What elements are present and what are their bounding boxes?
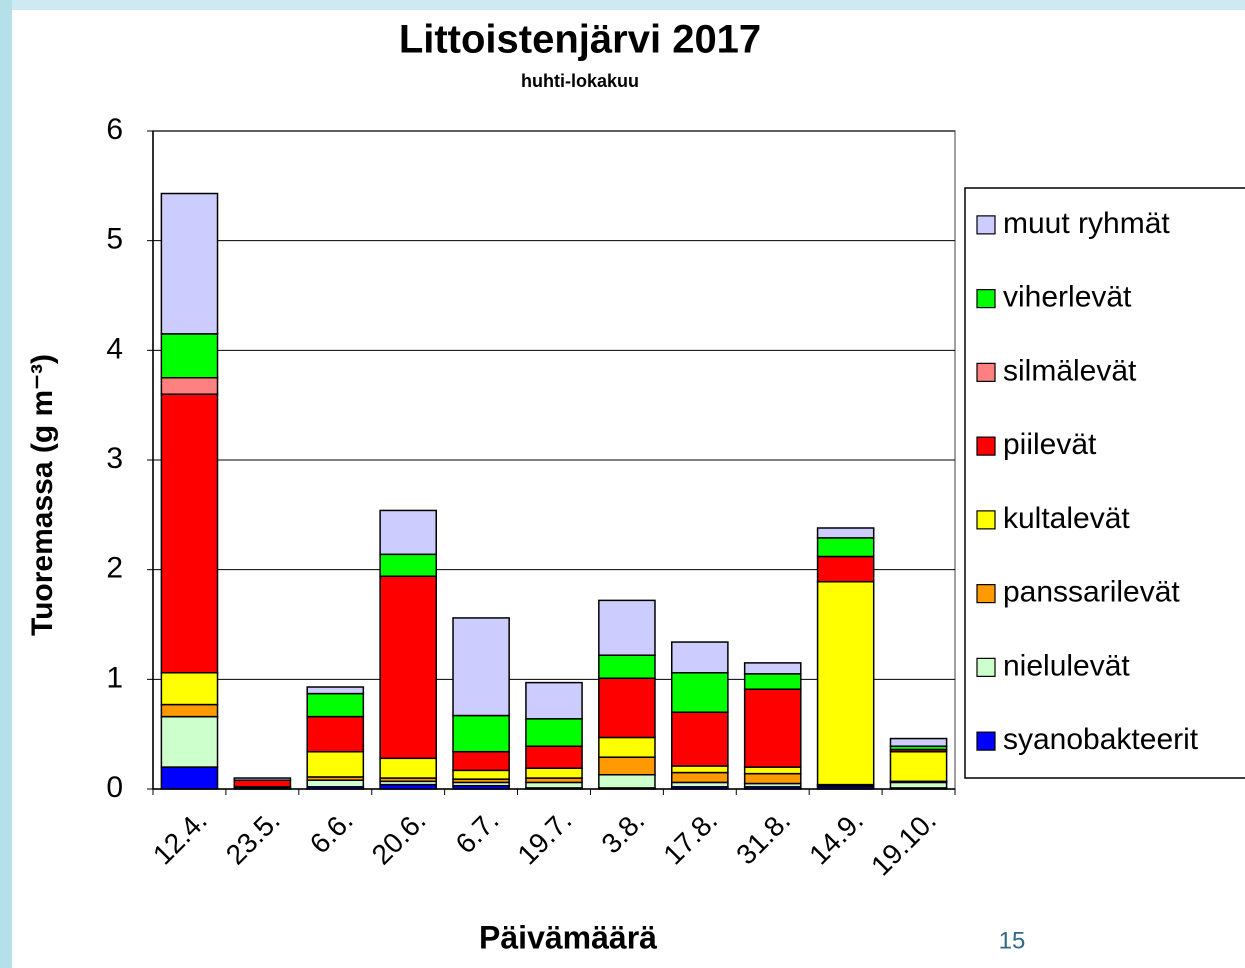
bar-segment — [160, 333, 219, 379]
legend-label: kultalevät — [1003, 502, 1130, 535]
y-tick-label: 6 — [106, 113, 123, 146]
bar-segment — [306, 692, 365, 718]
bar-segment — [379, 509, 438, 556]
bar-segment — [598, 677, 656, 739]
legend-label: nielulevät — [1003, 649, 1130, 682]
bar-segment — [452, 617, 510, 717]
bar-segment — [670, 672, 729, 713]
bar-segment — [525, 681, 583, 720]
legend — [964, 187, 1245, 779]
bar-segment — [743, 772, 802, 785]
y-tick-label: 5 — [106, 223, 123, 256]
y-tick-label: 1 — [106, 661, 123, 694]
bar-segment — [670, 641, 729, 674]
legend-label: syanobakteerit — [1003, 723, 1199, 756]
x-tick-label: 17.8. — [657, 805, 723, 871]
bar-segment — [889, 781, 948, 789]
bar-segment — [233, 777, 292, 781]
legend-label: piilevät — [1003, 428, 1097, 461]
x-tick-label: 14.9. — [803, 805, 869, 871]
bar-segment — [160, 766, 219, 790]
bar-segment — [525, 781, 583, 789]
bar-segment — [670, 711, 729, 767]
legend-swatch — [976, 657, 996, 677]
x-tick-label: 6.6. — [304, 805, 359, 860]
bar-segment — [889, 737, 948, 747]
bar-segment — [306, 686, 365, 695]
page-number: 15 — [999, 927, 1026, 954]
bar-segment — [889, 750, 948, 783]
bar-segment — [743, 662, 802, 675]
bar-segment — [743, 688, 802, 768]
x-tick-label: 3.8. — [595, 805, 650, 860]
y-tick-label: 2 — [106, 552, 123, 585]
legend-swatch — [976, 215, 996, 235]
legend-swatch — [976, 289, 996, 309]
bar-segment — [743, 766, 802, 775]
x-tick-label: 23.5. — [220, 805, 286, 871]
x-tick-label: 19.7. — [512, 805, 578, 871]
top-strip — [0, 0, 1245, 10]
bar-segment — [233, 779, 292, 788]
legend-label: panssarilevät — [1003, 576, 1180, 609]
bar-segment — [670, 771, 729, 784]
bar-segment — [598, 736, 656, 758]
bar-segment — [379, 575, 438, 760]
bar-segment — [452, 750, 510, 772]
bar-segment — [160, 393, 219, 674]
bar-segment — [160, 377, 219, 395]
y-axis-label: Tuoremassa (g m⁻³) — [26, 354, 59, 636]
x-tick-label: 20.6. — [366, 805, 432, 871]
bar-segment — [379, 757, 438, 779]
bar-segment — [598, 599, 656, 656]
bar-segment — [525, 767, 583, 779]
bar-segment — [452, 769, 510, 780]
bar-segment — [816, 555, 875, 583]
bar-segment — [816, 580, 875, 786]
bar-segment — [525, 745, 583, 769]
bar-segment — [670, 765, 729, 774]
bar-segment — [160, 715, 219, 768]
legend-label: viherlevät — [1003, 281, 1132, 314]
bar-segment — [743, 673, 802, 690]
bar-segment — [306, 779, 365, 788]
x-tick-label: 6.7. — [450, 805, 505, 860]
legend-label: muut ryhmät — [1003, 207, 1170, 240]
bar-segment — [598, 654, 656, 679]
legend-swatch — [976, 584, 996, 604]
chart-subtitle: huhti-lokakuu — [521, 71, 639, 91]
bar-segment — [598, 756, 656, 776]
bar-segment — [160, 192, 219, 335]
y-tick-label: 0 — [106, 771, 123, 804]
bar-segment — [452, 714, 510, 753]
bar-segment — [306, 750, 365, 778]
left-strip — [0, 0, 12, 968]
x-axis-label: Päivämäärä — [479, 919, 657, 955]
bar-segment — [160, 672, 219, 706]
legend-swatch — [976, 436, 996, 456]
bar-segment — [598, 773, 656, 789]
bar-segment — [816, 537, 875, 558]
y-tick-label: 4 — [106, 332, 123, 365]
bar-segment — [525, 718, 583, 747]
bar-segment — [816, 527, 875, 539]
chart-title: Littoistenjärvi 2017 — [399, 18, 761, 62]
legend-label: silmälevät — [1003, 354, 1137, 387]
x-tick-label: 19.10. — [865, 805, 942, 882]
bar-segment — [160, 703, 219, 718]
x-tick-label: 31.8. — [730, 805, 796, 871]
bar-segment — [306, 715, 365, 753]
y-tick-label: 3 — [106, 442, 123, 475]
legend-swatch — [976, 510, 996, 530]
x-tick-label: 12.4. — [147, 805, 213, 871]
legend-swatch — [976, 362, 996, 382]
bar-segment — [379, 553, 438, 577]
legend-swatch — [976, 731, 996, 751]
